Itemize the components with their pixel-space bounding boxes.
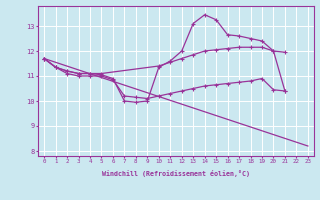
X-axis label: Windchill (Refroidissement éolien,°C): Windchill (Refroidissement éolien,°C) xyxy=(102,170,250,177)
